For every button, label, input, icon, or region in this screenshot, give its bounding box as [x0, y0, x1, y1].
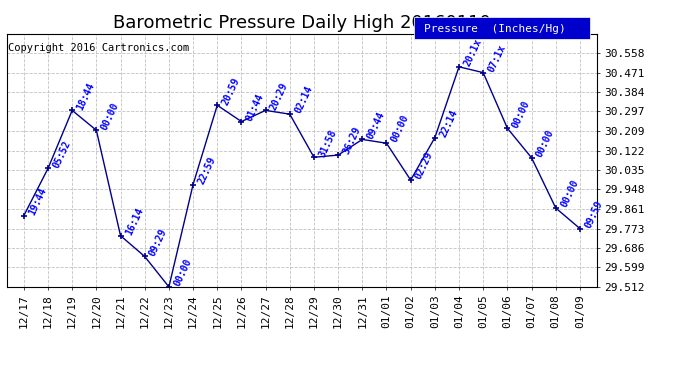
Text: 18:44: 18:44	[75, 81, 97, 111]
Text: 20:29: 20:29	[268, 81, 290, 111]
Text: Pressure  (Inches/Hg): Pressure (Inches/Hg)	[424, 24, 566, 34]
Text: 20:59: 20:59	[220, 75, 242, 106]
Text: 16:14: 16:14	[124, 206, 145, 237]
Text: 02:29: 02:29	[413, 150, 435, 181]
Text: 00:00: 00:00	[535, 128, 556, 159]
Text: Copyright 2016 Cartronics.com: Copyright 2016 Cartronics.com	[8, 43, 190, 52]
Text: 19:44: 19:44	[27, 186, 48, 217]
Text: 00:00: 00:00	[99, 100, 121, 131]
Title: Barometric Pressure Daily High 20160110: Barometric Pressure Daily High 20160110	[113, 14, 491, 32]
Text: 22:59: 22:59	[196, 155, 217, 186]
Text: 22:14: 22:14	[437, 108, 460, 139]
Text: 02:14: 02:14	[293, 84, 314, 115]
Text: 01:44: 01:44	[244, 92, 266, 123]
Text: 07:1x: 07:1x	[486, 43, 508, 74]
Text: 20:1x: 20:1x	[462, 37, 484, 68]
Text: 31:58: 31:58	[317, 128, 338, 158]
Text: 00:00: 00:00	[172, 257, 193, 288]
Text: 00:00: 00:00	[389, 114, 411, 144]
Text: 36:29: 36:29	[341, 125, 362, 156]
Text: 00:00: 00:00	[559, 178, 580, 209]
Text: 00:00: 00:00	[511, 99, 532, 129]
Text: 09:59: 09:59	[583, 199, 604, 230]
Text: 09:44: 09:44	[365, 110, 386, 141]
Text: 09:29: 09:29	[148, 227, 169, 258]
Text: 05:52: 05:52	[51, 139, 72, 170]
